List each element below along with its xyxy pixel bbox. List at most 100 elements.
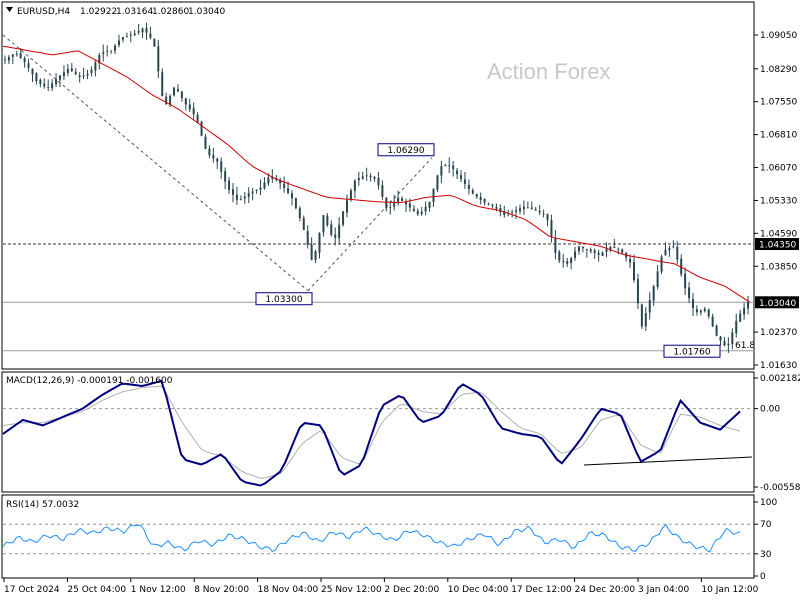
candle-body	[173, 87, 176, 96]
candle-body	[365, 175, 368, 177]
candle-body	[499, 208, 502, 213]
candle-body	[558, 251, 561, 261]
candle-body	[511, 211, 514, 213]
candle-body	[574, 251, 577, 258]
candle-body	[125, 36, 128, 37]
candle-body	[412, 208, 415, 211]
price-annotation: 1.03300	[255, 292, 313, 306]
candle-body	[153, 38, 156, 47]
macd-tick-label: -0.005584	[760, 483, 800, 493]
moving-average-line	[2, 45, 751, 303]
candle-body	[192, 108, 195, 115]
candle-body	[110, 50, 113, 52]
time-tick-label: 2 Dec 20:00	[384, 585, 439, 595]
candle-body	[703, 308, 706, 312]
candle-body	[184, 98, 187, 105]
candle-body	[381, 185, 384, 197]
candle-body	[102, 52, 105, 55]
candle-body	[680, 258, 683, 275]
price-tick-label: 1.08290	[760, 65, 797, 75]
candle-body	[440, 166, 443, 176]
price-annotation: 1.01760	[663, 344, 721, 358]
candle-body	[180, 91, 183, 99]
candle-body	[401, 198, 404, 201]
candle-body	[495, 206, 498, 209]
candle-body	[338, 224, 341, 239]
candle-body	[208, 148, 211, 156]
price-tick-label: 1.04590	[760, 229, 797, 239]
candle-body	[684, 273, 687, 289]
time-tick-label: 25 Nov 12:00	[321, 585, 382, 595]
fib-level-label: 61.8	[735, 341, 755, 351]
candle-body	[231, 189, 234, 195]
price-tick-label: 1.03850	[760, 262, 797, 272]
price-annotation: 1.06290	[377, 143, 435, 157]
candle-body	[487, 203, 490, 205]
candle-body	[196, 114, 199, 123]
candle-body	[707, 309, 710, 317]
annotation-label: 1.06290	[387, 146, 424, 156]
dropdown-triangle-icon[interactable]	[6, 7, 13, 12]
price-axis-marker-label: 1.04350	[759, 241, 796, 251]
candle-body	[475, 194, 478, 197]
candle-body	[507, 213, 510, 215]
candle-body	[522, 206, 525, 210]
candle-body	[479, 196, 482, 201]
time-tick-label: 10 Dec 04:00	[448, 585, 509, 595]
macd-tick-label: 0.00	[760, 405, 780, 415]
candle-body	[471, 190, 474, 194]
candle-body	[743, 307, 746, 315]
candle-body	[66, 69, 69, 74]
candle-body	[137, 31, 140, 33]
candle-body	[739, 313, 742, 322]
candle-body	[204, 136, 207, 149]
candle-body	[62, 72, 65, 77]
rsi-layer	[2, 523, 741, 553]
price-axis-marker	[755, 296, 799, 309]
candle-body	[145, 28, 148, 33]
candle-body	[408, 203, 411, 208]
candle-body	[94, 62, 97, 71]
candle-body	[294, 198, 297, 209]
candle-body	[609, 246, 612, 251]
candle-body	[106, 51, 109, 53]
candle-body	[216, 158, 219, 162]
price-tick-label: 1.05330	[760, 196, 797, 206]
candle-body	[243, 196, 246, 199]
fib-line-up	[307, 157, 433, 292]
candle-body	[141, 28, 144, 33]
candle-body	[19, 53, 22, 59]
candle-body	[259, 187, 262, 190]
fib-line-down	[2, 34, 309, 292]
candle-body	[251, 191, 254, 194]
candle-body	[326, 215, 329, 226]
candle-body	[436, 175, 439, 190]
candle-body	[31, 68, 34, 75]
header-close: 1.03040	[188, 7, 225, 17]
candle-body	[676, 246, 679, 260]
axis-layer: 1.09050 1.08290 1.07550 1.06810 1.06070 1.053…	[3, 31, 800, 595]
candle-body	[644, 313, 647, 327]
candle-body	[3, 59, 6, 61]
candle-body	[621, 249, 624, 253]
candle-body	[546, 213, 549, 221]
candle-body	[672, 246, 675, 248]
grid-layer	[3, 408, 754, 555]
candle-body	[55, 79, 58, 85]
candle-body	[318, 233, 321, 253]
candle-body	[310, 244, 313, 260]
candle-body	[15, 54, 18, 55]
price-tick-label: 1.01630	[760, 361, 797, 371]
header: EURUSD,H4 1.02922 1.03164 1.02860 1.0304…	[6, 7, 225, 17]
candle-body	[629, 258, 632, 263]
annotation-label: 1.01760	[673, 348, 710, 358]
candle-body	[342, 211, 345, 225]
candle-body	[483, 198, 486, 203]
candle-body	[200, 121, 203, 136]
time-tick-label: 24 Dec 20:00	[575, 585, 636, 595]
macd-trend-line[interactable]	[583, 456, 753, 466]
macd-signal-line	[2, 385, 741, 479]
time-tick-label: 18 Nov 04:00	[258, 585, 319, 595]
candle-body	[235, 194, 238, 200]
candle-body	[78, 75, 81, 78]
